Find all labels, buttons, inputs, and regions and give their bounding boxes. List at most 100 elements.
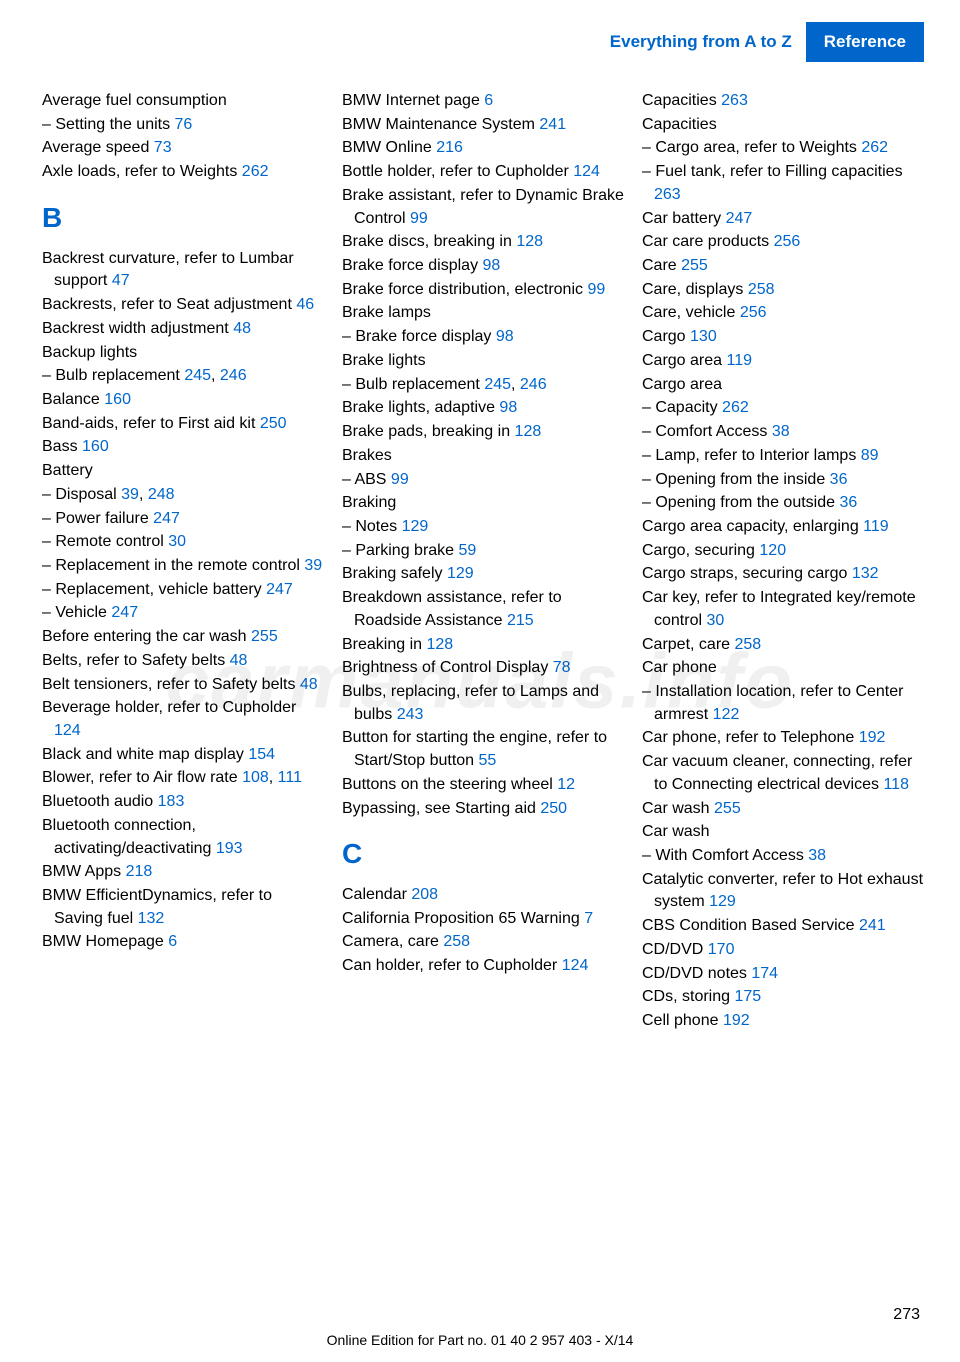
page-link[interactable]: 118 (883, 776, 909, 793)
page-link[interactable]: 124 (573, 163, 600, 180)
page-link[interactable]: 99 (410, 210, 428, 227)
page-link[interactable]: 73 (154, 139, 172, 156)
page-link[interactable]: 154 (248, 746, 275, 763)
page-link[interactable]: 247 (726, 210, 753, 227)
page-link[interactable]: 216 (436, 139, 463, 156)
page-link[interactable]: 132 (138, 910, 165, 927)
page-link[interactable]: 108 (242, 769, 269, 786)
page-link[interactable]: 256 (740, 304, 767, 321)
page-link[interactable]: 99 (587, 281, 605, 298)
index-entry: BMW Internet page 6 (342, 90, 624, 113)
page-link[interactable]: 262 (861, 139, 888, 156)
page-link[interactable]: 98 (496, 328, 514, 345)
page-link[interactable]: 48 (300, 676, 318, 693)
page-link[interactable]: 241 (539, 116, 566, 133)
page-link[interactable]: 129 (447, 565, 474, 582)
index-entry-text: Beverage holder, refer to Cupholder (42, 699, 296, 716)
page-link[interactable]: 215 (507, 612, 534, 629)
page-link[interactable]: 129 (709, 893, 736, 910)
page-link[interactable]: 255 (714, 800, 741, 817)
page-link[interactable]: 243 (397, 706, 424, 723)
page-link[interactable]: 46 (296, 296, 314, 313)
page-link[interactable]: 55 (479, 752, 497, 769)
page-link[interactable]: 36 (830, 471, 848, 488)
page-link[interactable]: 47 (112, 272, 130, 289)
page-link[interactable]: 48 (233, 320, 251, 337)
page-link[interactable]: 247 (266, 581, 293, 598)
page-link[interactable]: 12 (557, 776, 575, 793)
page-link[interactable]: 78 (553, 659, 571, 676)
page-link[interactable]: 262 (242, 163, 269, 180)
page-link[interactable]: 241 (859, 917, 886, 934)
page-link[interactable]: 30 (168, 533, 186, 550)
page-link[interactable]: 245 (184, 367, 211, 384)
index-entry: Brakes (342, 445, 624, 468)
page-link[interactable]: 160 (104, 391, 131, 408)
page-link[interactable]: 258 (443, 933, 470, 950)
page-link[interactable]: 39 (121, 486, 139, 503)
page-link[interactable]: 175 (734, 988, 761, 1005)
page-link[interactable]: 6 (484, 92, 493, 109)
page-link[interactable]: 192 (723, 1012, 750, 1029)
page-link[interactable]: 192 (859, 729, 886, 746)
page-link[interactable]: 111 (278, 769, 302, 786)
page-link[interactable]: 258 (734, 636, 761, 653)
page-link[interactable]: 6 (168, 933, 177, 950)
page-link[interactable]: 119 (863, 518, 889, 535)
page-link[interactable]: 263 (721, 92, 748, 109)
index-entry-text: Cargo straps, securing cargo (642, 565, 852, 582)
page-link[interactable]: 247 (153, 510, 180, 527)
page-link[interactable]: 218 (126, 863, 153, 880)
page-link[interactable]: 119 (727, 352, 753, 369)
page-link[interactable]: 128 (427, 636, 454, 653)
page-link[interactable]: 248 (148, 486, 175, 503)
index-entry-text: Braking (342, 494, 396, 511)
page-link[interactable]: 208 (411, 886, 438, 903)
page-link[interactable]: 246 (520, 376, 547, 393)
page-link[interactable]: 36 (839, 494, 857, 511)
page-link[interactable]: 38 (772, 423, 790, 440)
page-link[interactable]: 193 (216, 840, 243, 857)
page-link[interactable]: 128 (515, 423, 542, 440)
page-link[interactable]: 122 (713, 706, 740, 723)
page-link[interactable]: 7 (584, 910, 593, 927)
page-link[interactable]: 170 (708, 941, 735, 958)
page-link[interactable]: 59 (459, 542, 477, 559)
page-link[interactable]: 262 (722, 399, 749, 416)
page-link[interactable]: 258 (748, 281, 775, 298)
index-entry-text: Backrests, refer to Seat adjustment (42, 296, 296, 313)
page-link[interactable]: 120 (759, 542, 786, 559)
page-link[interactable]: 128 (516, 233, 543, 250)
page-link[interactable]: 129 (402, 518, 429, 535)
index-entry: Brightness of Control Display 78 (342, 657, 624, 680)
index-entry-text: Cargo area capacity, enlarging (642, 518, 863, 535)
page-link[interactable]: 246 (220, 367, 247, 384)
page-link[interactable]: 39 (304, 557, 322, 574)
page-link[interactable]: 255 (681, 257, 708, 274)
page-link[interactable]: 132 (852, 565, 879, 582)
page-link[interactable]: 160 (82, 438, 109, 455)
page-link[interactable]: 256 (774, 233, 801, 250)
page-link[interactable]: 130 (690, 328, 717, 345)
page-link[interactable]: 255 (251, 628, 278, 645)
index-entry: – Opening from the inside 36 (642, 469, 924, 492)
page-link[interactable]: 183 (158, 793, 185, 810)
page-link[interactable]: 76 (175, 116, 193, 133)
index-entry: Backup lights (42, 342, 324, 365)
page-link[interactable]: 89 (861, 447, 879, 464)
page-link[interactable]: 38 (808, 847, 826, 864)
page-link[interactable]: 250 (260, 415, 287, 432)
page-link[interactable]: 30 (706, 612, 724, 629)
page-link[interactable]: 124 (562, 957, 589, 974)
page-link[interactable]: 99 (391, 471, 409, 488)
page-link[interactable]: 250 (540, 800, 567, 817)
page-link[interactable]: 263 (654, 186, 681, 203)
page-link[interactable]: 98 (499, 399, 517, 416)
page-link[interactable]: 48 (230, 652, 248, 669)
page-link[interactable]: 124 (54, 722, 81, 739)
page-link[interactable]: 247 (111, 604, 138, 621)
page-link[interactable]: 98 (483, 257, 501, 274)
index-entry: Cargo area capacity, enlarging 119 (642, 516, 924, 539)
page-link[interactable]: 245 (484, 376, 511, 393)
page-link[interactable]: 174 (751, 965, 778, 982)
